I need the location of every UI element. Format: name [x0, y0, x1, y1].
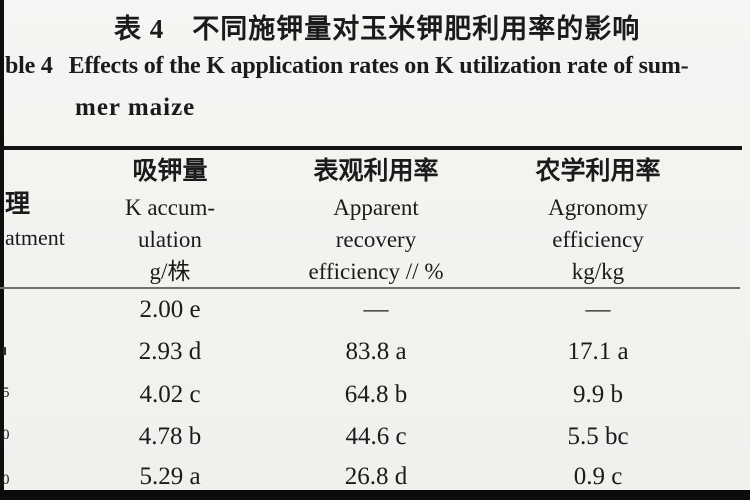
- header-agronomy-efficiency-unit: kg/kg: [571, 259, 625, 284]
- header-k-accumulation-en2: ulation: [138, 227, 202, 252]
- cell-agronomy-efficiency: 0.9 c: [573, 463, 623, 490]
- cell-agronomy-efficiency: 5.5 bc: [567, 423, 629, 450]
- header-agronomy-efficiency-en1: Agronomy: [548, 195, 648, 220]
- cell-k-accumulation: 4.02 c: [139, 381, 201, 408]
- header-agronomy-efficiency-en2: efficiency: [552, 227, 644, 252]
- caption-english-text: Effects of the K application rates on K …: [68, 53, 689, 79]
- header-apparent-recovery-en1: Apparent: [333, 195, 419, 220]
- header-col-treatment: 理 atment: [5, 190, 65, 254]
- cell-k-accumulation: 2.00 e: [139, 296, 201, 323]
- header-k-accumulation-unit: g/株: [149, 259, 191, 284]
- cell-agronomy-efficiency: 9.9 b: [573, 381, 623, 408]
- table-top-rule: [0, 146, 742, 150]
- header-apparent-recovery-unit: efficiency // %: [308, 259, 444, 284]
- cell-agronomy-efficiency: 17.1 a: [567, 338, 629, 365]
- header-col-k-accumulation: 吸钾量 K accum- ulation g/株: [55, 155, 285, 289]
- cell-k-accumulation: 2.93 d: [138, 338, 202, 365]
- header-agronomy-efficiency-zh: 农学利用率: [535, 158, 661, 185]
- table-row: 2.00 e — —: [0, 296, 750, 328]
- cell-k-accumulation: 4.78 b: [138, 423, 202, 450]
- header-treatment-zh: 理: [5, 191, 31, 218]
- treatment-label-fragment: 5: [2, 385, 10, 401]
- treatment-label-fragment: 0: [2, 427, 10, 443]
- cell-apparent-recovery: —: [363, 296, 389, 323]
- table-row: 5 4.02 c 64.8 b 9.9 b: [0, 381, 750, 413]
- header-k-accumulation-en1: K accum-: [124, 195, 216, 220]
- cell-k-accumulation: 5.29 a: [139, 463, 201, 490]
- table-row: 0 4.78 b 44.6 c 5.5 bc: [0, 423, 750, 455]
- treatment-label-fragment: 0: [2, 472, 10, 488]
- header-k-accumulation-zh: 吸钾量: [132, 158, 208, 185]
- header-bottom-rule: [0, 287, 740, 289]
- cell-agronomy-efficiency: —: [585, 296, 611, 323]
- left-scan-edge-strip: [0, 0, 4, 500]
- header-col-apparent-recovery: 表观利用率 Apparent recovery efficiency // %: [265, 155, 487, 289]
- header-treatment-en: atment: [5, 225, 65, 250]
- caption-english-line2: mer maize: [75, 94, 196, 121]
- table-caption-chinese: 表 4 不同施钾量对玉米钾肥利用率的影响: [114, 14, 641, 44]
- cell-apparent-recovery: 44.6 c: [345, 423, 407, 450]
- table-row: 0 5.29 a 26.8 d 0.9 c: [0, 463, 750, 495]
- cell-apparent-recovery: 64.8 b: [344, 381, 408, 408]
- header-col-agronomy-efficiency: 农学利用率 Agronomy efficiency kg/kg: [488, 155, 708, 289]
- table-caption-english: ble 4 Effects of the K application rates…: [5, 53, 689, 80]
- treatment-label-fragment-speck: [3, 347, 6, 355]
- cell-apparent-recovery: 26.8 d: [344, 463, 408, 490]
- table-row: 2.93 d 83.8 a 17.1 a: [0, 338, 750, 370]
- cell-apparent-recovery: 83.8 a: [345, 338, 407, 365]
- header-apparent-recovery-zh: 表观利用率: [313, 158, 439, 185]
- table-bottom-rule: [0, 490, 750, 500]
- header-apparent-recovery-en2: recovery: [335, 227, 417, 252]
- caption-english-clipped-prefix: ble 4: [5, 53, 53, 79]
